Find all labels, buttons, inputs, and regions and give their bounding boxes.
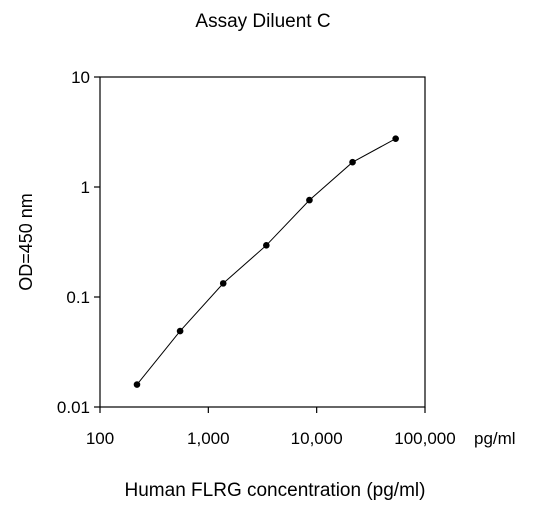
x-axis-ticks xyxy=(99,407,426,413)
plot-area-frame xyxy=(99,76,426,408)
y-tick-label: 1 xyxy=(81,178,90,197)
x-tick-label: 10,000 xyxy=(291,429,343,448)
y-tick-label: 0.1 xyxy=(66,288,90,307)
y-axis-ticks xyxy=(94,76,100,408)
data-point xyxy=(263,242,270,249)
data-point xyxy=(392,135,399,142)
x-tick-label: 1,000 xyxy=(187,429,230,448)
y-axis-tick-labels: 0.01 0.1 1 10 xyxy=(57,68,90,417)
series-line xyxy=(136,138,396,385)
y-tick-label: 10 xyxy=(71,68,90,87)
x-tick-label: 100,000 xyxy=(394,429,455,448)
data-point xyxy=(176,327,184,335)
series-lines xyxy=(136,138,396,385)
series-points xyxy=(133,135,399,388)
x-axis-tick-labels: 100 1,000 10,000 100,000 xyxy=(86,429,456,448)
x-axis-unit-label: pg/ml xyxy=(474,429,516,448)
chart-title: Assay Diluent C xyxy=(195,11,330,32)
x-tick-label: 100 xyxy=(86,429,114,448)
y-tick-label: 0.01 xyxy=(57,398,90,417)
y-axis-label: OD=450 nm xyxy=(16,193,36,291)
x-axis-label: Human FLRG concentration (pg/ml) xyxy=(125,480,426,501)
data-point xyxy=(349,158,356,166)
data-point xyxy=(133,381,141,388)
data-point xyxy=(219,280,227,287)
data-point xyxy=(306,196,313,204)
